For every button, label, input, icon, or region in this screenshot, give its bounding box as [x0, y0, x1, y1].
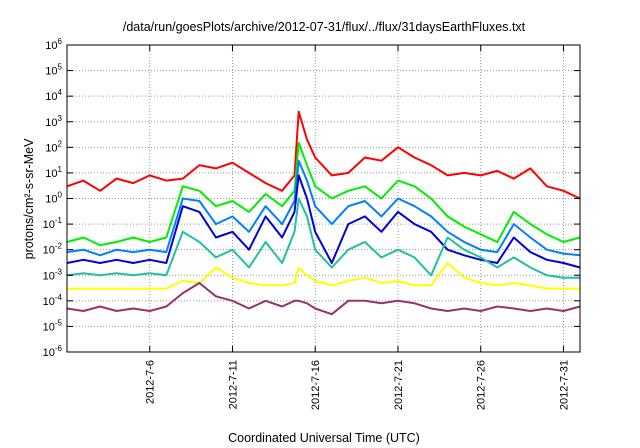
series-line-2: [66, 141, 581, 247]
y-axis: 10-6 10-5 10-4 10-3 10-2 10-1 100 101 102 103 104 1…: [43, 37, 580, 359]
y-axis-label: protons/cm²-s-sr-MeV: [22, 138, 36, 260]
series-line-6: [67, 262, 580, 290]
y-tick-label: 103: [45, 114, 62, 129]
x-tick-label: 2012-7-6: [145, 360, 157, 404]
series-line-3: [66, 159, 581, 257]
series-line-4: [66, 174, 581, 269]
x-tick-label: 2012-7-26: [476, 360, 488, 410]
grid-lines: [67, 45, 580, 352]
y-tick-label: 100: [45, 191, 62, 206]
x-tick-label: 2012-7-21: [393, 360, 405, 410]
chart-title: /data/run/goesPlots/archive/2012-07-31/f…: [123, 20, 526, 34]
y-tick-label: 10-5: [43, 318, 63, 333]
series-line-5: [66, 197, 580, 279]
series-line-1: [66, 110, 581, 200]
y-tick-label: 10-2: [43, 242, 63, 257]
x-tick-label: 2012-7-16: [310, 360, 322, 410]
plot-frame: [66, 44, 581, 353]
y-tick-label: 106: [45, 37, 62, 52]
y-tick-label: 10-3: [43, 267, 63, 282]
y-tick-label: 105: [45, 63, 62, 78]
y-tick-label: 10-1: [43, 216, 63, 231]
series-line-7: [66, 282, 581, 316]
x-tick-label: 2012-7-31: [558, 360, 570, 410]
y-tick-label: 10-6: [43, 344, 63, 359]
y-tick-label: 102: [45, 139, 62, 154]
y-tick-label: 104: [45, 88, 62, 103]
y-tick-label: 101: [45, 165, 62, 180]
y-tick-label: 10-4: [43, 293, 63, 308]
series-layer: [66, 110, 581, 316]
x-tick-label: 2012-7-11: [227, 360, 239, 409]
x-axis-label: Coordinated Universal Time (UTC): [228, 431, 420, 445]
x-axis: 2012-7-6 2012-7-11 2012-7-16 2012-7-21 2012-…: [145, 45, 570, 410]
